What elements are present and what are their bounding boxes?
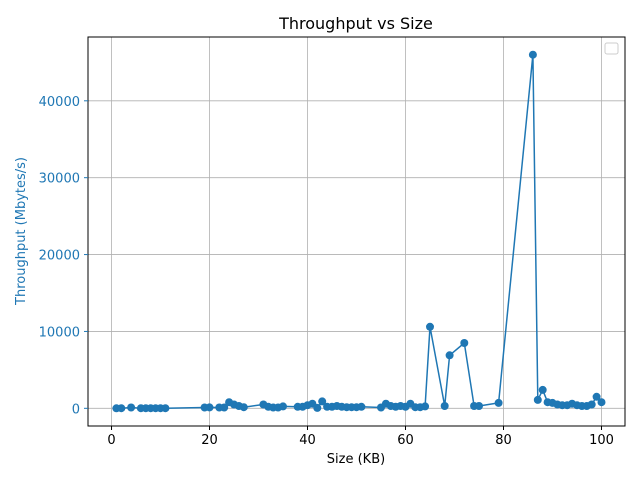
y-tick-label: 20000 xyxy=(39,249,80,264)
x-tick-label: 80 xyxy=(495,433,512,448)
y-tick-label: 0 xyxy=(72,402,80,417)
y-axis-ticks: 0 10000 20000 30000 40000 xyxy=(39,95,88,417)
data-point xyxy=(313,403,322,412)
x-tick-label: 20 xyxy=(201,433,218,448)
data-point xyxy=(592,392,601,401)
data-point xyxy=(538,385,547,394)
y-tick-label: 30000 xyxy=(39,172,80,187)
data-point xyxy=(440,402,449,410)
x-tick-label: 60 xyxy=(397,433,414,448)
data-point xyxy=(460,339,469,347)
y-tick-label: 10000 xyxy=(39,325,80,340)
data-point xyxy=(279,402,287,411)
data-point xyxy=(533,395,542,404)
data-point xyxy=(528,50,537,59)
data-point xyxy=(220,403,229,412)
chart-title: Throughput vs Size xyxy=(278,14,433,33)
x-tick-label: 40 xyxy=(299,433,316,448)
x-axis-title: Size (KB) xyxy=(327,452,385,467)
data-point xyxy=(205,403,214,412)
data-point xyxy=(597,398,606,407)
y-tick-label: 40000 xyxy=(39,95,80,110)
plot-frame xyxy=(87,36,626,427)
x-tick-label: 0 xyxy=(107,433,115,448)
data-point xyxy=(494,398,503,407)
x-axis-ticks: 0 20 40 60 80 100 xyxy=(107,426,614,448)
data-point xyxy=(357,402,366,411)
x-tick-label: 100 xyxy=(589,433,614,448)
data-point xyxy=(475,402,483,410)
legend-box xyxy=(604,42,619,55)
data-point xyxy=(161,404,170,413)
data-point xyxy=(421,402,430,411)
data-point xyxy=(426,322,434,331)
data-point xyxy=(117,404,126,413)
data-point xyxy=(587,400,596,409)
data-point xyxy=(239,403,248,412)
grid-lines xyxy=(88,37,625,426)
data-point xyxy=(318,397,327,406)
series-layer xyxy=(112,50,606,413)
data-point xyxy=(445,351,454,360)
data-point xyxy=(127,403,136,412)
y-axis-title: Throughput (Mbytes/s) xyxy=(14,157,29,306)
